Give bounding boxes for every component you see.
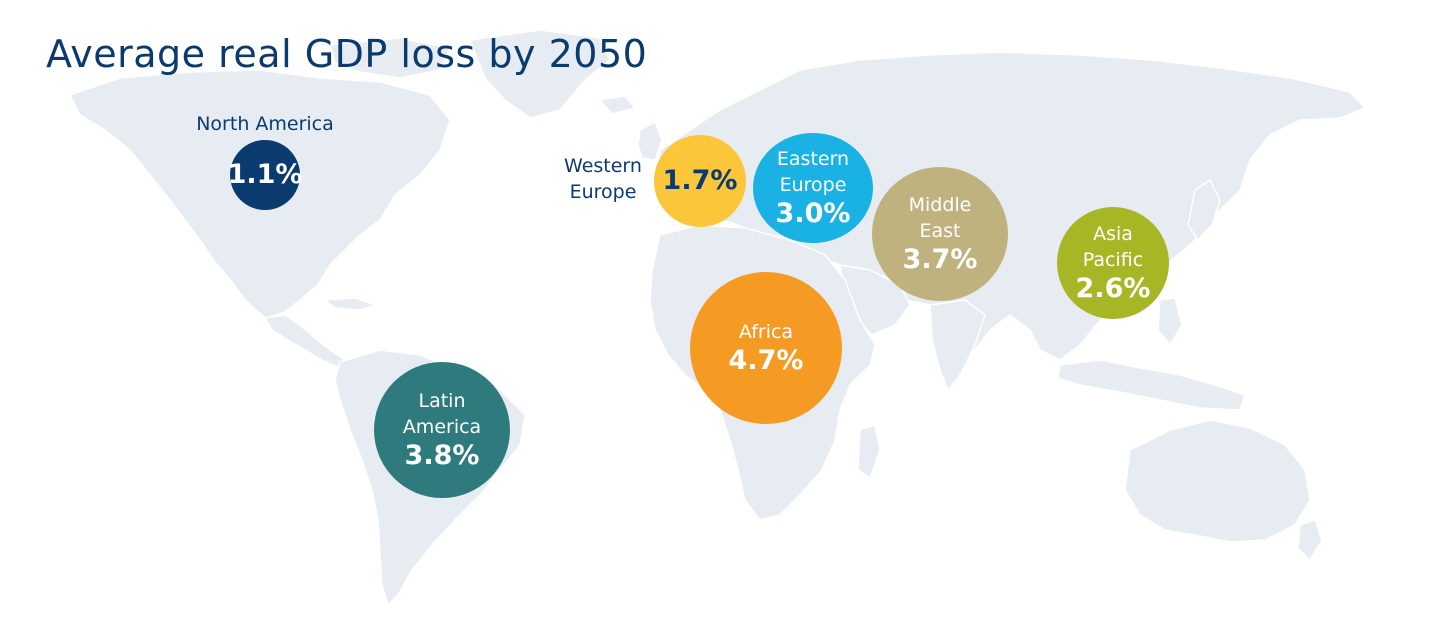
iceland-shape: [598, 95, 637, 115]
north-america-value: 1.1%: [227, 159, 303, 190]
india-shape: [929, 299, 986, 392]
north-america-bubble: 1.1%: [227, 140, 303, 210]
caribbean-shape: [323, 297, 378, 311]
latin-america-name: Latin America: [402, 390, 482, 438]
australia-shape: [1124, 419, 1311, 543]
western-europe-label: Western Europe: [564, 155, 642, 203]
africa-value: 4.7%: [728, 345, 804, 376]
central-america-shape: [263, 314, 347, 369]
asia-pacific-name: Asia Pacific: [1082, 223, 1144, 271]
madagascar-shape: [857, 424, 881, 480]
eastern-europe-value: 3.0%: [775, 198, 851, 229]
arctic-islands-shape: [329, 37, 452, 79]
africa-name: Africa: [738, 321, 794, 343]
africa-bubble: Africa 4.7%: [690, 272, 842, 424]
middle-east-value: 3.7%: [902, 244, 978, 275]
western-europe-value: 1.7%: [662, 165, 738, 196]
japan-shape: [1187, 178, 1221, 242]
eastern-europe-bubble: Eastern Europe 3.0%: [753, 133, 873, 243]
eastern-europe-name: Eastern Europe: [776, 148, 850, 196]
southeast-asia-shape: [1057, 359, 1246, 411]
asia-pacific-bubble: Asia Pacific 2.6%: [1057, 207, 1169, 319]
latin-america-value: 3.8%: [404, 440, 480, 471]
latin-america-bubble: Latin America 3.8%: [374, 362, 510, 498]
middle-east-name: Middle East: [908, 194, 972, 242]
middle-east-bubble: Middle East 3.7%: [872, 167, 1008, 301]
greenland-shape: [468, 29, 611, 119]
north-america-label: North America: [196, 113, 334, 135]
uk-shape: [637, 120, 663, 161]
philippines-shape: [1157, 297, 1183, 347]
asia-pacific-value: 2.6%: [1075, 273, 1151, 304]
new-zealand-shape: [1297, 519, 1323, 562]
map-title: Average real GDP loss by 2050: [46, 32, 648, 76]
western-europe-bubble: 1.7%: [654, 135, 746, 227]
